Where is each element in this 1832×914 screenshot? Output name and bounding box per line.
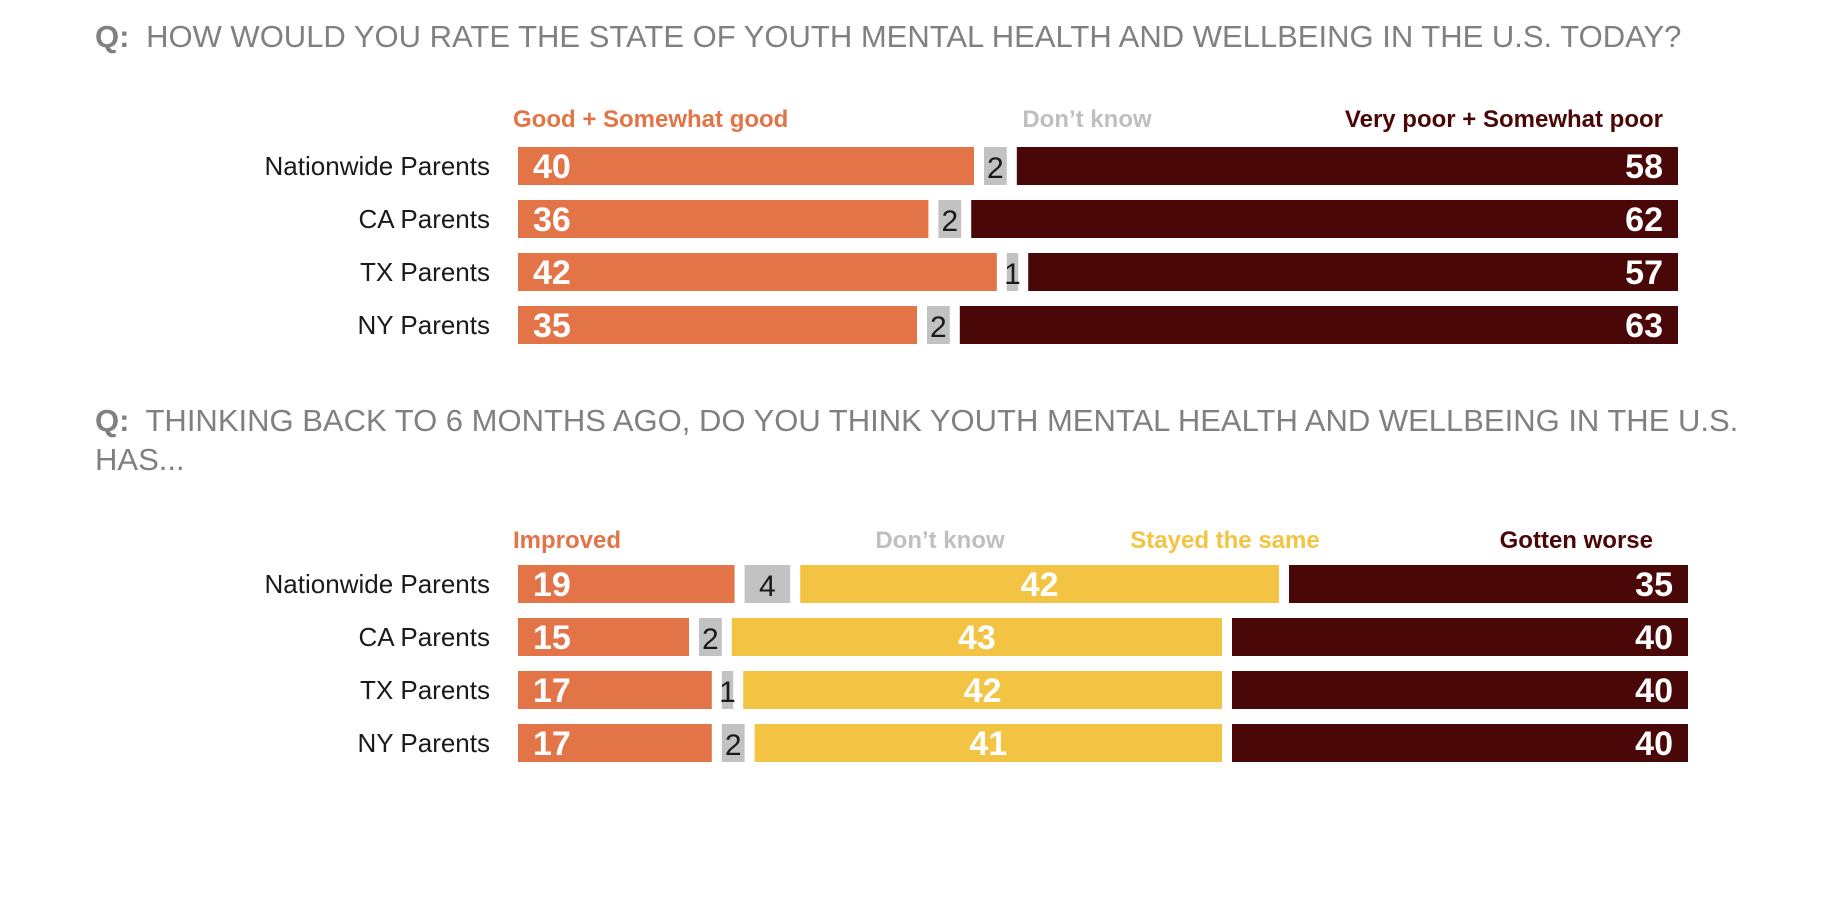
bar-don-t-know-nationwide-parents [984,147,1007,185]
bar-good-somewhat-good-ca-parents [518,200,929,238]
value-label-stayed-the-same-nationwide-parents: 42 [1021,566,1059,604]
bar-gotten-worse-tx-parents [1232,671,1688,709]
bar-don-t-know-nationwide-parents [744,565,791,603]
value-label-gotten-worse-ny-parents: 40 [1635,725,1673,763]
value-label-don-t-know-ny-parents: 2 [725,729,742,762]
value-label-don-t-know-tx-parents: 1 [1004,258,1021,291]
value-label-good-somewhat-good-tx-parents: 42 [533,254,571,292]
bar-very-poor-somewhat-poor-ny-parents [959,306,1678,344]
row-label-nationwide-parents: Nationwide Parents [265,569,490,599]
bar-improved-tx-parents [518,671,712,709]
value-label-stayed-the-same-ca-parents: 43 [958,619,996,657]
value-label-don-t-know-ca-parents: 2 [941,205,958,238]
row-label-nationwide-parents: Nationwide Parents [265,151,490,181]
value-label-stayed-the-same-ny-parents: 41 [969,725,1007,763]
question-1-text: HOW WOULD YOU RATE THE STATE OF YOUTH ME… [146,19,1681,54]
value-label-don-t-know-ca-parents: 2 [702,623,719,656]
row-label-ny-parents: NY Parents [358,728,490,758]
legend-very-poor-somewhat-poor: Very poor + Somewhat poor [1345,106,1663,133]
question-2-prefix: Q: [95,403,129,438]
bar-stayed-the-same-tx-parents [743,671,1222,709]
question-1-heading: Q: HOW WOULD YOU RATE THE STATE OF YOUTH… [95,19,1681,54]
value-label-gotten-worse-tx-parents: 40 [1635,672,1673,710]
bar-gotten-worse-ny-parents [1232,724,1688,762]
bar-good-somewhat-good-tx-parents [518,253,997,291]
legend-improved: Improved [513,527,621,554]
legend-don-t-know: Don’t know [1022,106,1152,133]
row-label-tx-parents: TX Parents [360,675,490,705]
row-label-ca-parents: CA Parents [358,622,490,652]
value-label-very-poor-somewhat-poor-ny-parents: 63 [1625,307,1663,345]
bar-stayed-the-same-ny-parents [754,724,1222,762]
bar-very-poor-somewhat-poor-tx-parents [1028,253,1678,291]
value-label-don-t-know-tx-parents: 1 [719,676,736,709]
bar-good-somewhat-good-ny-parents [518,306,917,344]
bar-improved-ny-parents [518,724,712,762]
bar-don-t-know-ny-parents [927,306,950,344]
legend-stayed-the-same: Stayed the same [1130,527,1319,554]
row-label-ny-parents: NY Parents [358,310,490,340]
value-label-very-poor-somewhat-poor-ca-parents: 62 [1625,201,1663,239]
bar-gotten-worse-nationwide-parents [1289,565,1688,603]
value-label-improved-nationwide-parents: 19 [533,566,571,604]
value-label-improved-ny-parents: 17 [533,725,571,763]
question-2-heading: Q: THINKING BACK TO 6 MONTHS AGO, DO YOU… [95,403,1747,477]
row-label-tx-parents: TX Parents [360,257,490,287]
value-label-gotten-worse-ca-parents: 40 [1635,619,1673,657]
value-label-don-t-know-nationwide-parents: 2 [987,152,1004,185]
question-1-prefix: Q: [95,19,129,54]
legend-good-somewhat-good: Good + Somewhat good [513,106,788,133]
value-label-good-somewhat-good-ny-parents: 35 [533,307,571,345]
bar-improved-ca-parents [518,618,689,656]
bar-stayed-the-same-nationwide-parents [800,565,1279,603]
value-label-improved-ca-parents: 15 [533,619,571,657]
value-label-gotten-worse-nationwide-parents: 35 [1635,566,1673,604]
bar-very-poor-somewhat-poor-ca-parents [971,200,1678,238]
value-label-don-t-know-ny-parents: 2 [930,311,947,344]
chart-1: Good + Somewhat good Don’t know Very poor … [265,106,1678,345]
value-label-stayed-the-same-tx-parents: 42 [964,672,1002,710]
chart-2: Improved Don’t know Stayed the same Gotten … [265,527,1688,763]
bar-don-t-know-tx-parents [1006,253,1019,291]
value-label-improved-tx-parents: 17 [533,672,571,710]
question-2-text-line-2: HAS... [95,442,185,477]
bar-gotten-worse-ca-parents [1232,618,1688,656]
question-2-text-line-1: THINKING BACK TO 6 MONTHS AGO, DO YOU TH… [146,403,1739,438]
bar-good-somewhat-good-nationwide-parents [518,147,974,185]
bar-improved-nationwide-parents [518,565,735,603]
legend-don-t-know: Don’t know [875,527,1005,554]
bar-don-t-know-ca-parents [938,200,962,238]
row-label-ca-parents: CA Parents [358,204,490,234]
value-label-don-t-know-nationwide-parents: 4 [759,570,776,603]
bar-don-t-know-ny-parents [721,724,745,762]
bar-very-poor-somewhat-poor-nationwide-parents [1016,147,1678,185]
bar-don-t-know-tx-parents [721,671,734,709]
bar-stayed-the-same-ca-parents [731,618,1222,656]
legend-gotten-worse: Gotten worse [1500,527,1653,554]
value-label-very-poor-somewhat-poor-tx-parents: 57 [1625,254,1663,292]
bar-don-t-know-ca-parents [699,618,722,656]
value-label-very-poor-somewhat-poor-nationwide-parents: 58 [1625,148,1663,186]
value-label-good-somewhat-good-ca-parents: 36 [533,201,571,239]
value-label-good-somewhat-good-nationwide-parents: 40 [533,148,571,186]
